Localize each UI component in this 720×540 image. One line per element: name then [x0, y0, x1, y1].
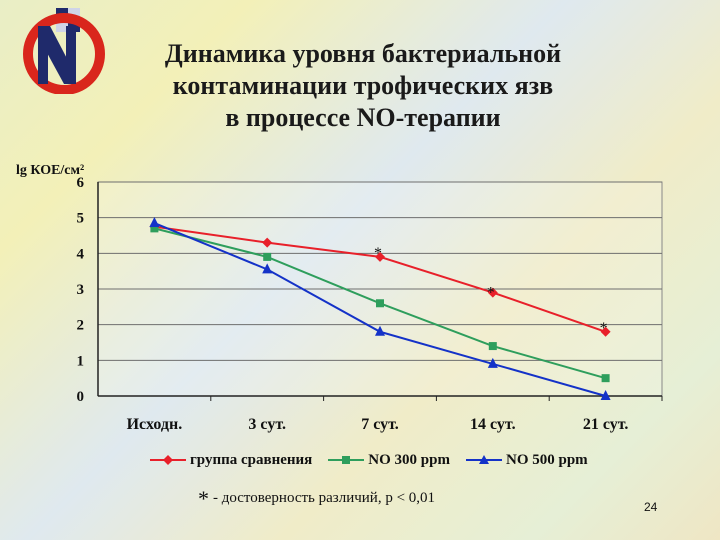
y-axis-label: lg КОЕ/см²	[16, 163, 84, 178]
data-point-square	[601, 374, 610, 383]
data-point-triangle	[487, 357, 498, 368]
data-point-square	[150, 224, 159, 233]
significance-footnote: * - достоверность различий, p < 0,01	[198, 486, 435, 512]
y-tick-label: 0	[77, 389, 85, 405]
x-tick-label: 3 сут.	[248, 416, 286, 433]
x-tick-label: 21 сут.	[583, 416, 629, 433]
title-line-2: контаминации трофических язв	[172, 71, 554, 100]
data-point-diamond	[375, 251, 385, 262]
data-point-square	[263, 252, 272, 261]
y-tick-label: 5	[77, 211, 85, 227]
data-point-triangle	[262, 263, 273, 274]
legend-label-no500: NO 500 ppm	[505, 451, 588, 468]
legend-marker-triangle	[465, 455, 502, 464]
data-point-triangle	[375, 325, 385, 336]
y-tick-label: 2	[77, 318, 85, 334]
data-point-diamond	[600, 326, 611, 337]
legend-item-no500: NO 500 ppm	[465, 451, 588, 469]
y-tick-label: 3	[77, 282, 85, 298]
x-tick-label: 14 сут.	[470, 416, 516, 433]
legend-label-no300: NO 300 ppm	[368, 451, 450, 468]
significance-marker: *	[487, 284, 495, 301]
significance-marker: *	[600, 320, 608, 337]
legend-marker-diamond	[150, 455, 186, 465]
data-point-square	[488, 342, 497, 351]
legend-item-comparison: группа сравнения	[150, 452, 312, 469]
data-point-square	[376, 299, 384, 308]
data-point-diamond	[487, 287, 498, 298]
no-logo	[23, 8, 105, 94]
title-line-1: Динамика уровня бактериальной	[164, 39, 562, 68]
footnote-text: - достоверность различий, p < 0,01	[213, 490, 436, 506]
legend-item-no300: NO 300 ppm	[328, 452, 450, 469]
significance-marker: *	[374, 245, 382, 262]
y-tick-label: 1	[77, 353, 85, 369]
data-point-diamond	[262, 237, 273, 248]
legend-label-comparison: группа сравнения	[190, 451, 313, 468]
y-tick-label: 4	[77, 246, 85, 262]
y-tick-label: 6	[77, 175, 85, 191]
x-tick-label: 7 сут.	[361, 416, 399, 433]
slide-title: Динамика уровня бактериальной контаминац…	[108, 38, 618, 134]
page-number: 24	[644, 500, 658, 514]
x-tick-label: Исходн.	[127, 416, 183, 433]
data-point-triangle	[600, 390, 611, 400]
data-point-triangle	[149, 217, 160, 228]
chart-legend: группа сравнения NO 300 ppm NO 500 ppm	[150, 450, 588, 470]
title-line-3: в процессе NO-терапии	[225, 103, 501, 132]
footnote-star: *	[198, 486, 209, 511]
legend-marker-square	[328, 456, 365, 464]
